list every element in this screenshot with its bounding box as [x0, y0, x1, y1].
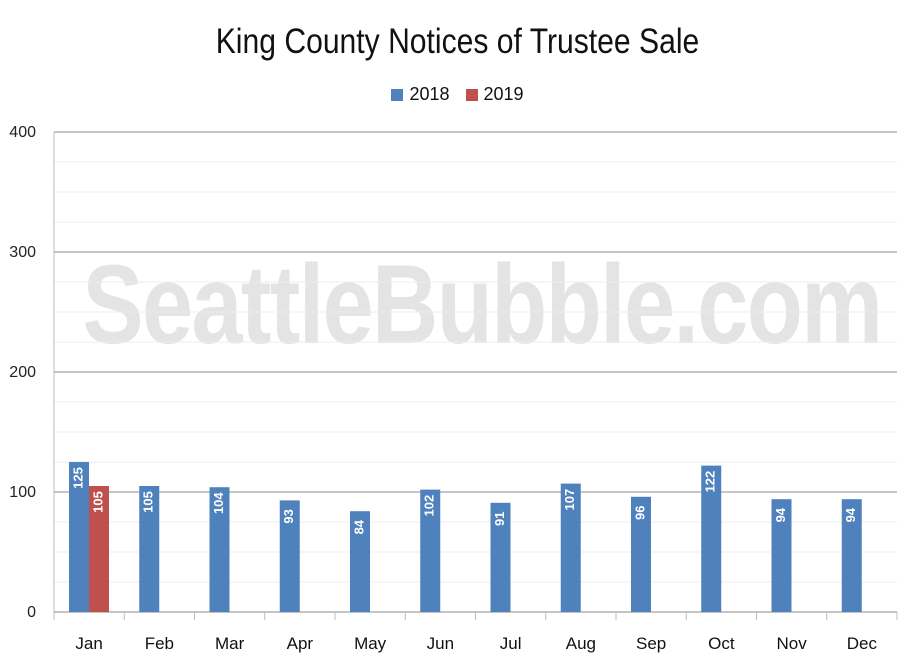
bar-2018-Apr[interactable]	[279, 500, 300, 612]
bar-2018-Nov[interactable]	[771, 499, 792, 612]
data-label: 122	[703, 471, 718, 493]
x-tick-label: Aug	[566, 634, 596, 653]
data-label: 105	[90, 491, 105, 513]
x-tick-label: Sep	[636, 634, 666, 653]
bar-2018-Aug[interactable]	[560, 483, 581, 612]
bar-2018-Feb[interactable]	[139, 486, 160, 612]
legend-item-2018[interactable]: 2018	[391, 84, 450, 105]
data-label: 94	[773, 507, 788, 522]
x-tick-label: May	[354, 634, 387, 653]
legend-item-2019[interactable]: 2019	[465, 84, 524, 105]
y-tick-label: 300	[9, 244, 36, 261]
data-label: 94	[843, 507, 858, 522]
bar-2018-May[interactable]	[350, 511, 370, 612]
bar-2018-Dec[interactable]	[841, 499, 862, 612]
bar-2019-Jan[interactable]	[89, 486, 109, 612]
x-tick-label: Mar	[215, 634, 245, 653]
data-label: 91	[492, 512, 507, 526]
y-tick-label: 400	[9, 124, 36, 141]
legend-swatch-2018	[391, 88, 404, 101]
x-tick-label: Jul	[500, 634, 522, 653]
data-label: 93	[281, 509, 296, 523]
data-label: 105	[141, 491, 156, 513]
chart-title: King County Notices of Trustee Sale	[215, 22, 700, 61]
x-tick-label: Jun	[427, 634, 454, 653]
legend-label-2018: 2018	[409, 84, 450, 104]
data-label: 102	[422, 495, 437, 517]
x-tick-label: Jan	[75, 634, 102, 653]
data-label: 107	[562, 489, 577, 511]
x-tick-label: Nov	[777, 634, 808, 653]
legend: 2018 2019	[0, 84, 915, 105]
bar-2018-Jul[interactable]	[490, 502, 511, 612]
data-label: 125	[70, 467, 85, 489]
x-tick-label: Apr	[287, 634, 314, 653]
data-label: 96	[632, 506, 647, 520]
data-label: 84	[351, 519, 366, 534]
x-tick-label: Dec	[847, 634, 878, 653]
bar-2018-Sep[interactable]	[631, 496, 651, 612]
y-tick-label: 0	[27, 604, 36, 621]
legend-swatch-2019	[465, 88, 478, 101]
legend-label-2019: 2019	[483, 84, 524, 104]
bar-2018-Mar[interactable]	[209, 487, 230, 612]
data-label: 104	[211, 492, 226, 514]
bar-2018-Jun[interactable]	[420, 489, 441, 612]
x-tick-label: Oct	[708, 634, 735, 653]
x-tick-label: Feb	[145, 634, 174, 653]
bar-2018-Jan[interactable]	[69, 462, 89, 612]
bar-2018-Oct[interactable]	[701, 465, 722, 612]
y-tick-label: 200	[9, 364, 36, 381]
y-tick-label: 100	[9, 484, 36, 501]
